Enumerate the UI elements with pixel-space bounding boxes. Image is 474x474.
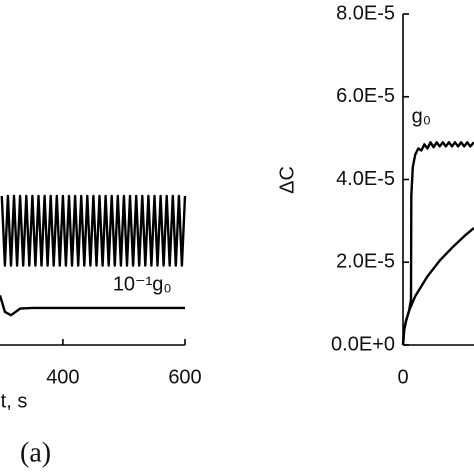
y-tick-label: 8.0E-5 xyxy=(336,2,395,24)
y-tick-label: 2.0E-5 xyxy=(336,251,395,273)
x-axis-label: t, s xyxy=(1,390,28,412)
panel-label: (a) xyxy=(20,437,51,468)
y-axis-label: ΔC xyxy=(276,166,298,194)
data-line xyxy=(0,194,187,267)
x-tick-label: 600 xyxy=(168,366,201,388)
annotation: g₀ xyxy=(412,106,431,128)
data-line xyxy=(401,141,474,346)
x-tick-label: 400 xyxy=(46,366,79,388)
data-line xyxy=(0,295,185,317)
y-tick-label: 0.0E+0 xyxy=(331,333,395,355)
annotation: 10⁻¹g₀ xyxy=(113,274,172,296)
y-tick-label: 6.0E-5 xyxy=(336,85,395,107)
y-tick-label: 4.0E-5 xyxy=(336,168,395,190)
x-tick-label: 0 xyxy=(397,366,408,388)
data-line xyxy=(401,226,474,346)
